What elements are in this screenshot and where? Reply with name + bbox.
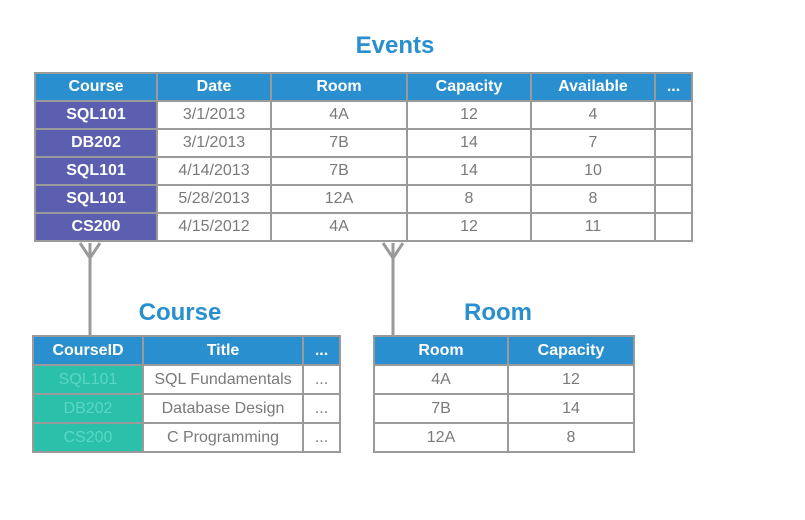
course-id-cell: CS200 — [32, 422, 144, 453]
course-title-cell: Database Design — [142, 393, 304, 424]
events-title: Events — [355, 32, 435, 59]
events-available-cell: 4 — [530, 100, 656, 130]
course-table: CourseID Title ... SQL101 SQL Fundamenta… — [32, 335, 341, 453]
events-capacity-cell: 8 — [406, 184, 532, 214]
room-col-room: Room — [373, 335, 509, 366]
events-col-date: Date — [156, 72, 272, 102]
room-name-cell: 12A — [373, 422, 509, 453]
events-col-capacity: Capacity — [406, 72, 532, 102]
events-course-cell: CS200 — [34, 212, 158, 242]
events-col-available: Available — [530, 72, 656, 102]
events-col-course: Course — [34, 72, 158, 102]
table-row: 7B 14 — [373, 393, 635, 424]
events-date-cell: 4/14/2013 — [156, 156, 272, 186]
events-room-cell: 4A — [270, 212, 408, 242]
events-more-cell — [654, 212, 693, 242]
table-row: CS200 C Programming ... — [32, 422, 341, 453]
table-row: 12A 8 — [373, 422, 635, 453]
events-room-cell: 4A — [270, 100, 408, 130]
events-date-cell: 5/28/2013 — [156, 184, 272, 214]
events-capacity-cell: 12 — [406, 100, 532, 130]
room-header-row: Room Capacity — [373, 335, 635, 366]
events-course-cell: SQL101 — [34, 184, 158, 214]
room-title: Room — [464, 299, 532, 326]
events-capacity-cell: 14 — [406, 128, 532, 158]
table-row: SQL101 4/14/2013 7B 14 10 — [34, 156, 693, 186]
table-row: 4A 12 — [373, 364, 635, 395]
events-room-crowfoot — [381, 242, 405, 261]
table-row: SQL101 5/28/2013 12A 8 8 — [34, 184, 693, 214]
course-more-cell: ... — [302, 422, 341, 453]
room-capacity-cell: 12 — [507, 364, 635, 395]
events-col-room: Room — [270, 72, 408, 102]
room-col-capacity: Capacity — [507, 335, 635, 366]
events-available-cell: 7 — [530, 128, 656, 158]
events-table: Course Date Room Capacity Available ... … — [34, 72, 693, 242]
events-available-cell: 10 — [530, 156, 656, 186]
events-available-cell: 8 — [530, 184, 656, 214]
course-title: Course — [138, 299, 222, 326]
table-row: SQL101 SQL Fundamentals ... — [32, 364, 341, 395]
course-more-cell: ... — [302, 393, 341, 424]
course-id-cell: DB202 — [32, 393, 144, 424]
course-col-courseid: CourseID — [32, 335, 144, 366]
table-row: DB202 Database Design ... — [32, 393, 341, 424]
events-course-cell: SQL101 — [34, 100, 158, 130]
events-room-cell: 7B — [270, 156, 408, 186]
course-col-more: ... — [302, 335, 341, 366]
events-more-cell — [654, 128, 693, 158]
events-date-cell: 3/1/2013 — [156, 100, 272, 130]
events-date-cell: 4/15/2012 — [156, 212, 272, 242]
events-more-cell — [654, 100, 693, 130]
course-title-cell: SQL Fundamentals — [142, 364, 304, 395]
table-row: DB202 3/1/2013 7B 14 7 — [34, 128, 693, 158]
events-course-cell: SQL101 — [34, 156, 158, 186]
events-more-cell — [654, 184, 693, 214]
room-capacity-cell: 8 — [507, 422, 635, 453]
events-more-cell — [654, 156, 693, 186]
events-course-crowfoot — [78, 242, 102, 261]
course-header-row: CourseID Title ... — [32, 335, 341, 366]
table-row: CS200 4/15/2012 4A 12 11 — [34, 212, 693, 242]
events-room-cell: 12A — [270, 184, 408, 214]
table-row: SQL101 3/1/2013 4A 12 4 — [34, 100, 693, 130]
events-available-cell: 11 — [530, 212, 656, 242]
room-table: Room Capacity 4A 12 7B 14 12A 8 — [373, 335, 635, 453]
room-name-cell: 7B — [373, 393, 509, 424]
room-capacity-cell: 14 — [507, 393, 635, 424]
events-date-cell: 3/1/2013 — [156, 128, 272, 158]
room-name-cell: 4A — [373, 364, 509, 395]
events-room-cell: 7B — [270, 128, 408, 158]
events-header-row: Course Date Room Capacity Available ... — [34, 72, 693, 102]
events-col-more: ... — [654, 72, 693, 102]
events-course-cell: DB202 — [34, 128, 158, 158]
course-more-cell: ... — [302, 364, 341, 395]
course-col-title: Title — [142, 335, 304, 366]
events-capacity-cell: 14 — [406, 156, 532, 186]
course-id-cell: SQL101 — [32, 364, 144, 395]
events-capacity-cell: 12 — [406, 212, 532, 242]
course-title-cell: C Programming — [142, 422, 304, 453]
